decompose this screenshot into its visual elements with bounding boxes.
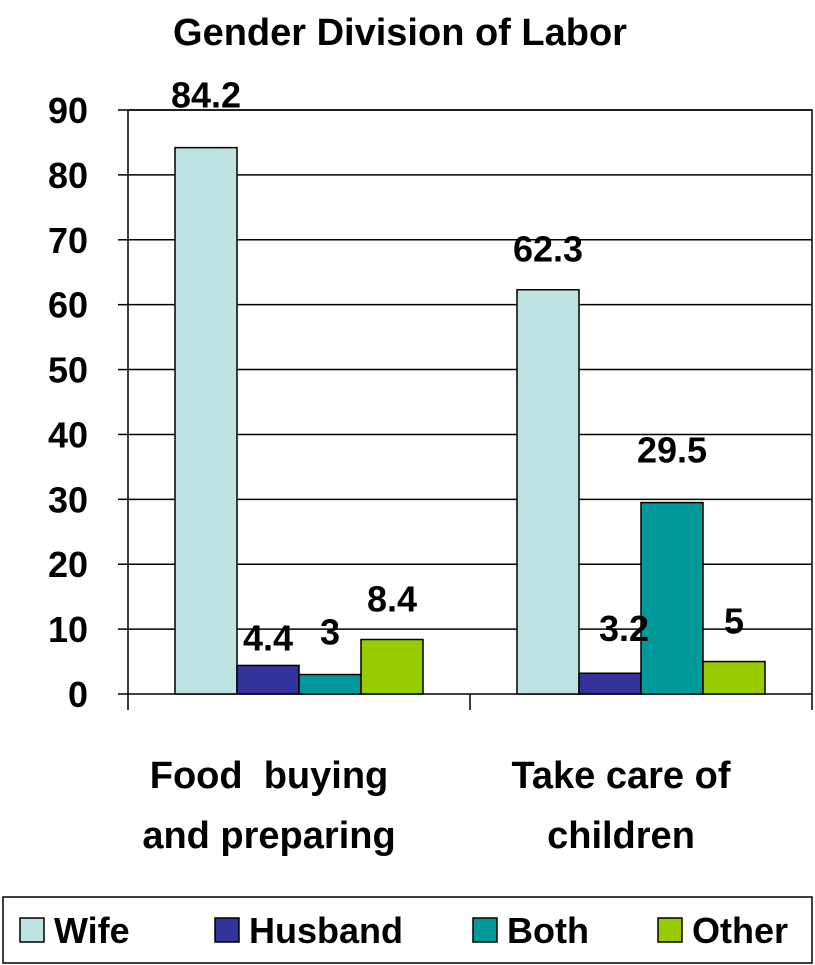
axes: 0 10 20 30 40 50 60 70 80 90 [48, 90, 813, 715]
legend-label-other: Other [692, 910, 788, 951]
bar-wife-0 [174, 146, 238, 695]
data-label: 4.4 [243, 617, 293, 658]
legend-box [2, 896, 813, 964]
legend-swatch-other [657, 917, 683, 943]
x-category-label: Food buying [150, 755, 389, 797]
y-tick-label: 30 [48, 479, 88, 520]
legend-label-wife: Wife [54, 910, 130, 951]
bar-other-0 [360, 638, 424, 695]
category-labels: Food buying and preparing Take care of chil… [142, 755, 731, 857]
data-label: 3.2 [599, 608, 649, 649]
y-tick-label: 80 [48, 155, 88, 196]
bar-both-0 [298, 673, 362, 695]
y-tick-label: 40 [48, 414, 88, 455]
y-tick-label: 20 [48, 544, 88, 585]
legend-swatch-wife [19, 917, 45, 943]
bar-wife-1 [516, 288, 580, 695]
legend-swatch-both [472, 917, 498, 943]
legend: Wife Husband Both Other [2, 896, 813, 964]
legend-swatch-husband [214, 917, 240, 943]
bar-husband-0 [236, 664, 300, 695]
legend-label-both: Both [507, 910, 589, 951]
y-tick-label: 10 [48, 609, 88, 650]
bars [174, 146, 766, 695]
y-tick-label: 70 [48, 220, 88, 261]
bar-both-1 [640, 501, 704, 695]
y-tick-label: 60 [48, 285, 88, 326]
y-tick-label: 0 [68, 674, 88, 715]
legend-label-husband: Husband [249, 910, 403, 951]
y-tick-label: 90 [48, 90, 88, 131]
chart-title: Gender Division of Labor [173, 12, 627, 54]
bar-husband-1 [578, 672, 642, 695]
data-label: 8.4 [367, 578, 417, 619]
data-labels: 84.2 62.3 4.4 3.2 3 29.5 8.4 5 [171, 75, 744, 659]
x-category-label: Take care of [512, 755, 731, 797]
y-tick-label: 50 [48, 350, 88, 391]
bar-other-1 [702, 660, 766, 695]
data-label: 62.3 [513, 229, 583, 270]
x-category-label: children [547, 815, 695, 857]
data-label: 29.5 [637, 430, 707, 471]
data-label: 3 [320, 612, 340, 653]
x-category-label: and preparing [142, 815, 395, 857]
data-label: 84.2 [171, 75, 241, 116]
data-label: 5 [724, 601, 744, 642]
